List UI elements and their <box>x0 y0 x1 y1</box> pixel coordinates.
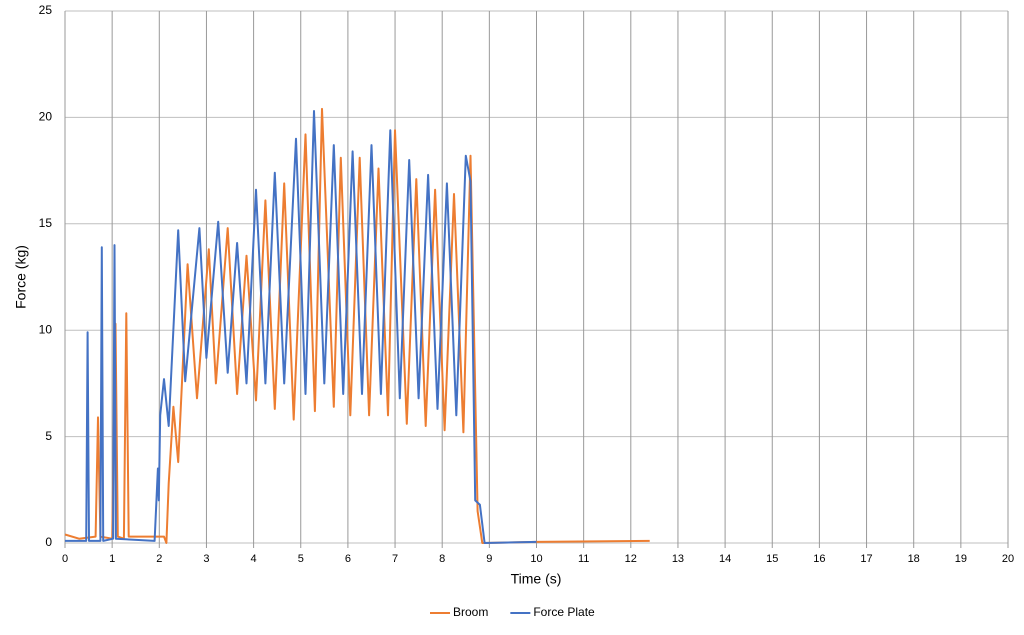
y-axis-title: Force (kg) <box>13 245 29 309</box>
y-tick-label: 15 <box>39 216 53 230</box>
x-tick-label: 0 <box>62 553 68 565</box>
y-tick-label: 5 <box>45 429 52 443</box>
x-tick-label: 14 <box>719 553 731 565</box>
data-line <box>64 107 650 544</box>
x-tick-label: 16 <box>813 553 825 565</box>
x-tick-label: 19 <box>955 553 967 565</box>
x-tick-label: 18 <box>908 553 920 565</box>
x-tick-label: 7 <box>392 553 398 565</box>
x-tick-label: 12 <box>625 553 637 565</box>
y-tick-label: 0 <box>45 535 52 549</box>
x-tick-label: 6 <box>345 553 351 565</box>
legend-label: Broom <box>453 605 488 619</box>
x-axis-title: Time (s) <box>511 571 562 587</box>
x-tick-label: 1 <box>109 553 115 565</box>
x-tick-label: 15 <box>766 553 778 565</box>
y-tick-label: 20 <box>39 110 53 124</box>
x-tick-label: 11 <box>578 553 589 565</box>
x-tick-label: 9 <box>486 553 492 565</box>
legend-label: Force Plate <box>533 605 595 619</box>
y-tick-label: 10 <box>39 322 53 336</box>
y-tick-label: 25 <box>39 3 53 17</box>
x-tick-label: 20 <box>1002 553 1014 565</box>
x-tick-label: 3 <box>203 553 209 565</box>
x-tick-label: 4 <box>251 553 257 565</box>
x-tick-label: 5 <box>298 553 304 565</box>
x-tick-label: 8 <box>439 553 445 565</box>
x-tick-label: 13 <box>672 553 684 565</box>
x-tick-label: 10 <box>530 553 542 565</box>
x-tick-label: 17 <box>860 553 872 565</box>
data-line <box>65 110 537 544</box>
x-tick-label: 2 <box>156 553 162 565</box>
